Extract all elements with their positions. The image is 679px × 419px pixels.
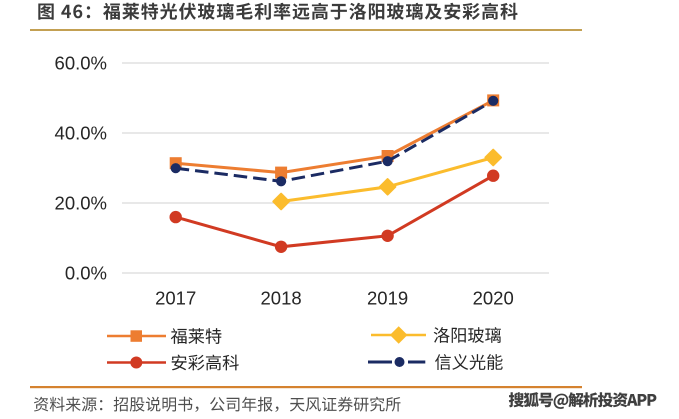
svg-text:2017: 2017 [155,287,196,308]
svg-text:40.0%: 40.0% [55,122,107,143]
svg-text:2019: 2019 [367,287,408,308]
svg-text:60.0%: 60.0% [55,52,107,73]
svg-text:0.0%: 0.0% [65,262,107,283]
svg-text:2020: 2020 [473,287,514,308]
svg-text:20.0%: 20.0% [55,192,107,213]
svg-text:2018: 2018 [261,287,302,308]
